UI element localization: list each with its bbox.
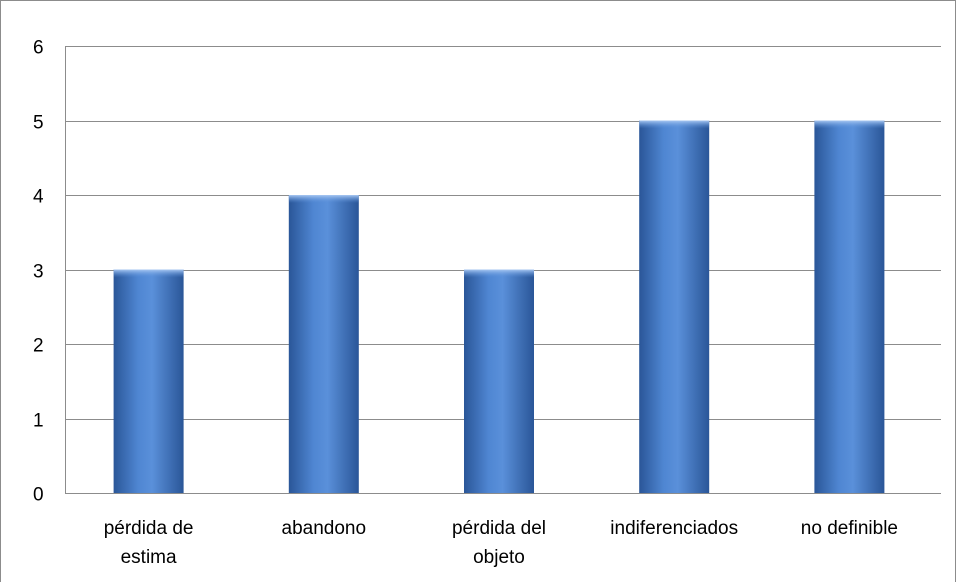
y-tick-label: 1 bbox=[33, 411, 44, 432]
x-axis-labels: pérdida de estima abandono pérdida del objet… bbox=[104, 518, 898, 568]
bar-highlight-2 bbox=[288, 195, 359, 203]
bar-highlight-3 bbox=[464, 269, 534, 278]
x-tick-label: pérdida del objeto bbox=[452, 518, 546, 568]
x-tick-label: no definible bbox=[801, 518, 898, 539]
y-tick-label: 4 bbox=[33, 187, 44, 208]
y-tick-label: 3 bbox=[33, 262, 44, 283]
y-tick-label: 0 bbox=[33, 485, 44, 506]
bar-highlight-4 bbox=[639, 120, 710, 129]
y-tick-label: 6 bbox=[33, 38, 44, 59]
bar-5 bbox=[814, 120, 885, 493]
x-tick-label: abandono bbox=[282, 518, 367, 539]
bar-highlight-1 bbox=[113, 269, 184, 278]
bar-4 bbox=[639, 120, 710, 493]
y-tick-label: 5 bbox=[33, 113, 44, 134]
bar-highlight-5 bbox=[814, 120, 885, 129]
y-axis-ticks: 0 1 2 3 4 5 6 bbox=[33, 38, 44, 506]
bar-2 bbox=[288, 195, 359, 493]
bar-3 bbox=[464, 269, 534, 493]
x-tick-label: pérdida de estima bbox=[104, 518, 194, 568]
bar-1 bbox=[113, 269, 184, 493]
y-tick-label: 2 bbox=[33, 336, 44, 357]
x-tick-label: indiferenciados bbox=[610, 518, 738, 539]
bars bbox=[113, 120, 885, 493]
